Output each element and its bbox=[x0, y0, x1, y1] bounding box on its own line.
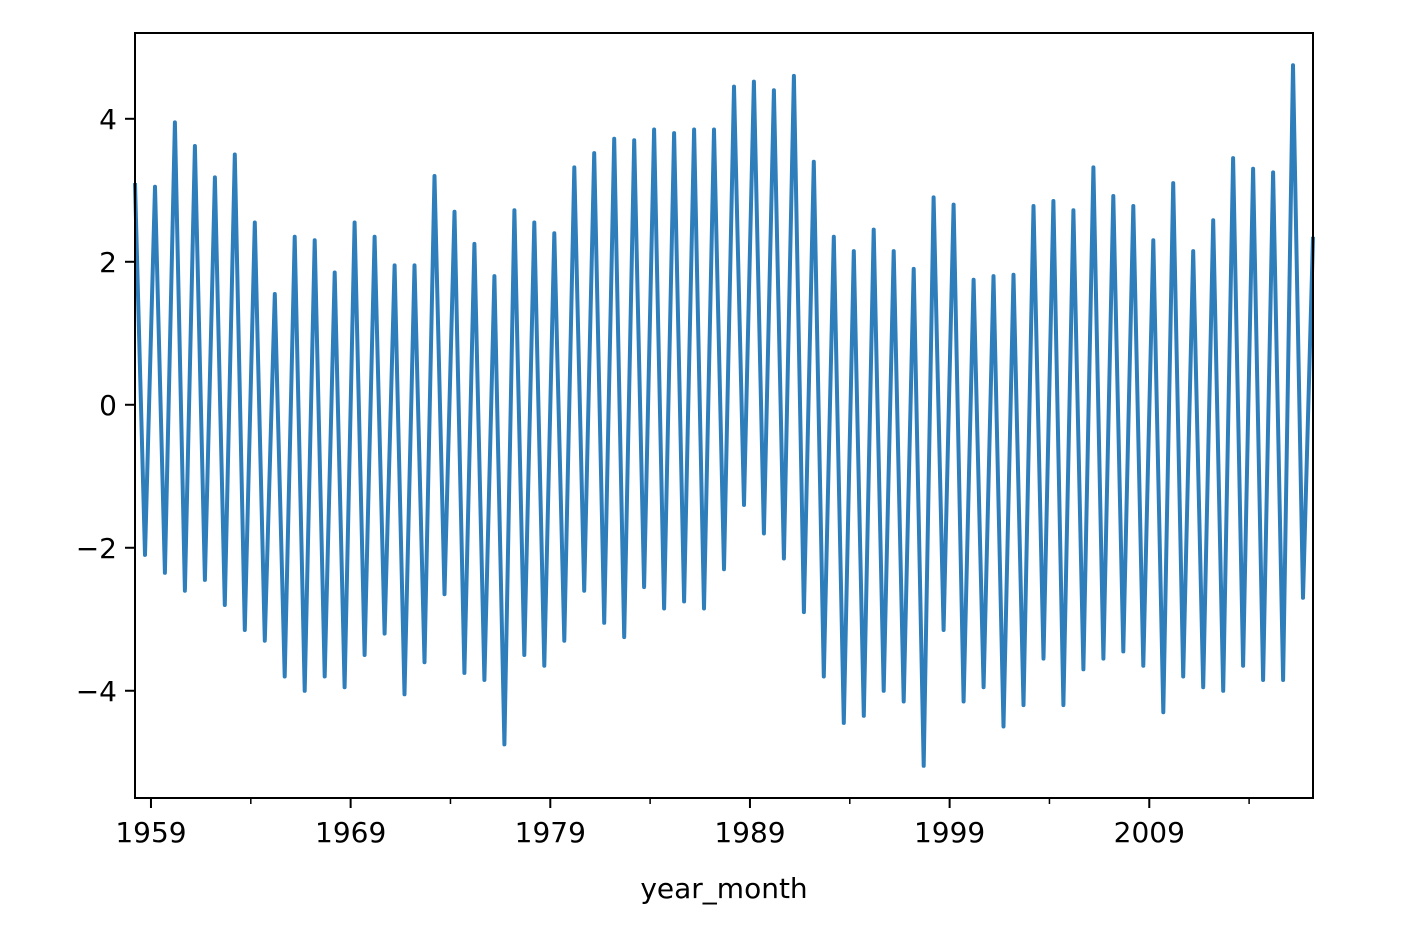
series-line-0 bbox=[133, 63, 1315, 768]
x-tick-label: 2009 bbox=[1114, 816, 1185, 849]
x-axis-title: year_month bbox=[640, 872, 807, 905]
x-tick-label: 1989 bbox=[714, 816, 785, 849]
y-axis: −4 −2 0 2 4 bbox=[76, 103, 135, 708]
x-tick-label: 1979 bbox=[515, 816, 586, 849]
y-tick-label: 0 bbox=[99, 389, 117, 422]
series-layer bbox=[133, 63, 1315, 768]
x-tick-label: 1959 bbox=[115, 816, 186, 849]
y-tick-label: 4 bbox=[99, 103, 117, 136]
y-tick-label: −2 bbox=[76, 532, 117, 565]
plot-frame bbox=[134, 32, 1314, 799]
x-axis: 1959 1969 1979 1989 1999 2009 bbox=[115, 798, 1250, 849]
y-tick-label: 2 bbox=[99, 246, 117, 279]
x-tick-label: 1999 bbox=[914, 816, 985, 849]
x-tick-label: 1969 bbox=[315, 816, 386, 849]
y-tick-label: −4 bbox=[76, 675, 117, 708]
